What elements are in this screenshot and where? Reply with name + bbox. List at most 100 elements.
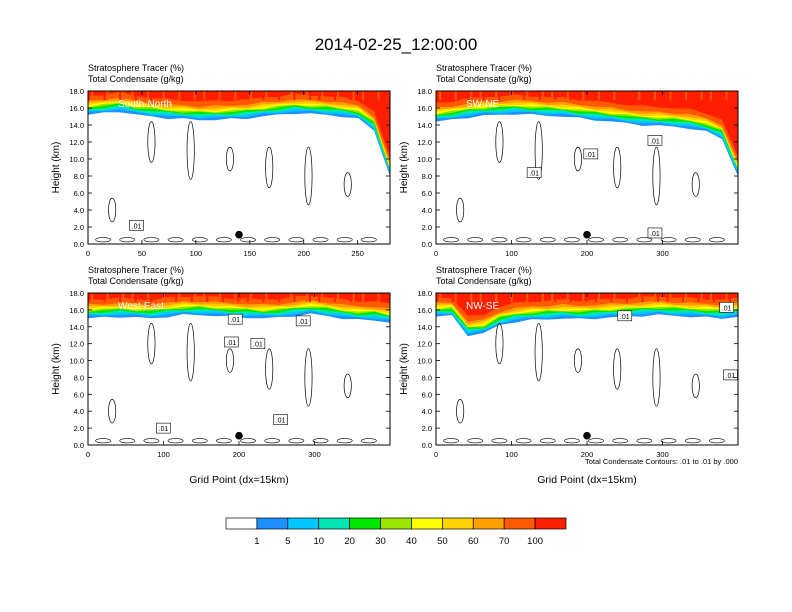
panel-direction-label: NW-SE: [466, 301, 499, 312]
condensate-contour-low: [288, 237, 305, 243]
contour-label-box: [224, 336, 239, 348]
condensate-contour: [613, 348, 622, 390]
tracer-streak: [262, 293, 265, 303]
tracer-streak: [725, 293, 728, 303]
colorbar-swatch: [503, 517, 536, 530]
colorbar-label: 5: [285, 536, 290, 547]
tracer-streak: [277, 91, 280, 101]
condensate-contour-low: [361, 237, 377, 243]
tracer-streak: [566, 293, 569, 303]
condensate-contour: [534, 121, 543, 180]
contour-label: .01: [650, 138, 660, 145]
tracer-streak: [293, 293, 296, 303]
tracer-streak: [175, 91, 178, 101]
tracer-streak: [541, 293, 544, 303]
tracer-streak: [122, 293, 125, 303]
tracer-streak: [594, 293, 597, 303]
tracer-streak: [206, 293, 209, 303]
tracer-streak: [541, 91, 544, 101]
tracer-streak: [290, 293, 293, 303]
y-tick-label: 12.0: [69, 340, 84, 349]
plot-frame: [87, 90, 391, 245]
tracer-streak: [218, 91, 221, 101]
contour-label: .01: [253, 342, 263, 349]
panel-subtitle-condensate: Total Condensate (g/kg): [88, 276, 184, 286]
tracer-streak: [467, 293, 470, 303]
condensate-contour: [225, 348, 234, 373]
tracer-streak: [454, 293, 457, 303]
y-tick-label: 8.0: [422, 172, 432, 181]
colorbar-label: 20: [344, 536, 355, 547]
condensate-contour-low: [612, 438, 629, 444]
x-tick-label: 300: [656, 249, 669, 258]
condensate-contour: [186, 121, 195, 180]
condensate-contour-low: [515, 438, 532, 444]
tracer-streak: [290, 91, 293, 101]
tracer-band: [436, 91, 738, 157]
tracer-streak: [134, 91, 137, 101]
colorbar-swatch: [318, 517, 350, 530]
condensate-contour: [573, 348, 582, 373]
tracer-streak: [551, 293, 554, 303]
tracer-streak: [190, 293, 193, 303]
tracer-streak: [147, 293, 150, 303]
condensate-contour: [265, 348, 274, 390]
contour-label: .01: [132, 223, 142, 230]
tracer-streak: [380, 91, 383, 101]
condensate-contour-low: [491, 237, 508, 243]
tracer-streak: [523, 91, 526, 101]
tracer-streak: [523, 293, 526, 303]
condensate-contour-low: [143, 438, 160, 444]
x-tick-label: 200: [233, 450, 246, 459]
tracer-streak: [610, 293, 613, 303]
tracer-streak: [482, 91, 485, 101]
tracer-streak: [246, 293, 249, 303]
panel-direction-label: South-North: [118, 99, 172, 110]
colorbar-swatch: [442, 517, 474, 530]
y-axis-label: Height (km): [399, 343, 410, 395]
tracer-streak: [106, 91, 109, 101]
tracer-streak: [657, 91, 660, 101]
tracer-streak: [262, 91, 265, 101]
contour-label-box: [156, 422, 171, 434]
condensate-contour-low: [191, 438, 208, 444]
condensate-contour-low: [467, 237, 484, 243]
tracer-streak: [713, 293, 716, 303]
x-tick-label: 100: [157, 450, 170, 459]
tracer-streak: [237, 91, 240, 101]
condensate-contour: [495, 121, 504, 163]
y-tick-label: 16.0: [417, 306, 432, 315]
y-axis-label: Height (km): [51, 142, 62, 194]
x-tick-label: 300: [656, 450, 669, 459]
tracer-band: [88, 91, 390, 171]
condensate-contour: [343, 172, 352, 197]
tracer-streak: [352, 91, 355, 101]
tracer-streak: [193, 293, 196, 303]
tracer-streak: [436, 91, 438, 101]
tracer-streak: [613, 293, 616, 303]
tracer-streak: [305, 91, 308, 101]
tracer-streak: [103, 293, 106, 303]
tracer-streak: [178, 91, 181, 101]
condensate-contour: [652, 348, 661, 407]
x-tick-label: 200: [581, 249, 594, 258]
tracer-streak: [657, 293, 660, 303]
tracer-streak: [470, 293, 473, 303]
tracer-streak: [318, 293, 321, 303]
condensate-contour-low: [119, 237, 136, 243]
contour-label-box: [295, 315, 311, 327]
tracer-streak: [265, 91, 268, 101]
y-tick-label: 4.0: [422, 407, 432, 416]
tracer-streak: [365, 293, 368, 303]
condensate-contour-low: [143, 237, 160, 243]
tracer-streak: [713, 91, 716, 101]
y-tick-label: 18.0: [69, 87, 84, 96]
tracer-streak: [380, 293, 383, 303]
tracer-streak: [700, 293, 703, 303]
tracer-streak: [551, 91, 554, 101]
tracer-streak: [309, 293, 312, 303]
colorbar-label: 60: [468, 536, 479, 547]
tracer-streak: [318, 91, 321, 101]
tracer-streak: [265, 293, 268, 303]
tracer-streak: [150, 293, 153, 303]
